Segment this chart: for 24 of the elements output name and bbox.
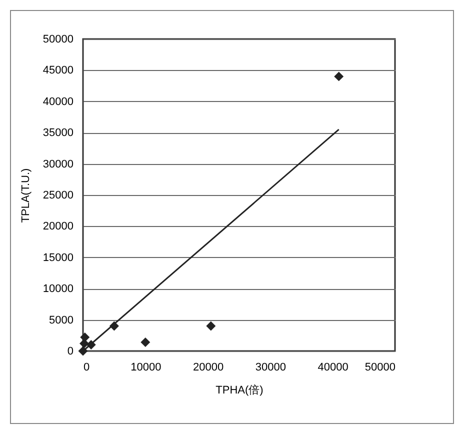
y-tick-label: 20000 <box>42 220 74 233</box>
y-tick-label: 30000 <box>42 158 74 170</box>
y-axis-title: TPLA(T.U.) <box>20 168 32 223</box>
point <box>80 332 90 342</box>
y-tick-label: 40000 <box>42 96 74 108</box>
y-tick-label: 50000 <box>42 34 74 46</box>
point <box>334 72 344 82</box>
y-tick-label: 0 <box>67 346 74 358</box>
point <box>206 321 216 331</box>
x-tick-label: 50000 <box>364 362 396 374</box>
y-tick-label: 25000 <box>42 190 74 202</box>
y-tick-label: 5000 <box>49 314 74 326</box>
x-tick-label: 40000 <box>318 362 348 374</box>
x-tick-label: 20000 <box>193 362 224 374</box>
point <box>140 338 150 348</box>
y-tick-label: 35000 <box>42 127 74 140</box>
y-tick-label: 10000 <box>42 283 74 296</box>
y-tick-label: 15000 <box>42 252 74 264</box>
y-tick-label: 45000 <box>42 64 74 77</box>
point <box>80 338 89 348</box>
x-tick-label: 10000 <box>130 362 162 374</box>
x-axis-title: TPHA(倍) <box>216 384 264 396</box>
x-tick-label: 30000 <box>255 362 286 374</box>
x-tick-label: 0 <box>84 362 90 374</box>
